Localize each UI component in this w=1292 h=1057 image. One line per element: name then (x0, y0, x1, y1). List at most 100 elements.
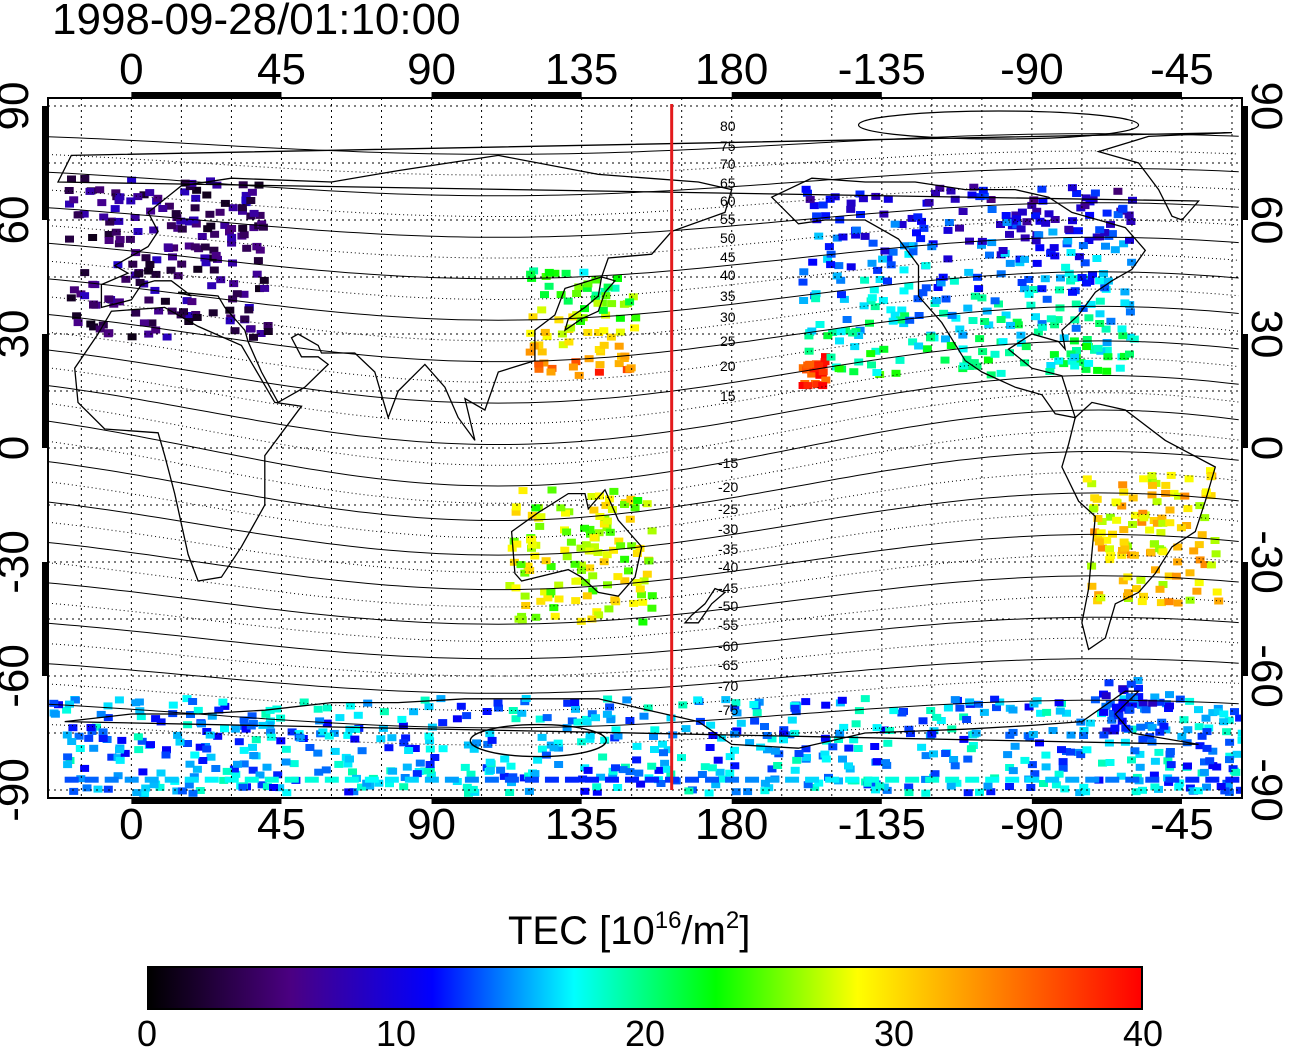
tec-cell (985, 776, 1000, 783)
frame-tick-bar (731, 92, 882, 98)
tec-cell (535, 522, 545, 530)
tec-cell (1070, 274, 1080, 282)
tec-cell (1175, 695, 1185, 703)
tec-cell (1090, 528, 1100, 536)
tec-cell (1135, 750, 1145, 758)
tec-cell (1199, 768, 1209, 776)
tec-cell (1175, 779, 1185, 787)
tec-cell (238, 224, 248, 232)
tec-cell (1192, 587, 1202, 595)
tec-cell (350, 735, 360, 743)
tec-cell (1028, 730, 1038, 738)
tec-cell (97, 199, 107, 207)
tec-cell (202, 191, 212, 199)
tec-cell (570, 560, 580, 568)
tec-cell (801, 185, 811, 193)
tec-cell (230, 327, 240, 335)
tec-cell (255, 771, 265, 779)
tec-cell (1201, 488, 1211, 496)
tec-cell (1194, 579, 1204, 587)
contour-line (48, 637, 1239, 677)
tec-cell (485, 758, 495, 766)
tec-cell (1033, 328, 1043, 336)
tec-cell (1071, 300, 1081, 308)
tec-cell (131, 309, 141, 317)
tec-cell (1058, 764, 1068, 772)
tec-cell (614, 537, 624, 545)
tec-cell (241, 191, 251, 199)
tec-cell (542, 333, 552, 340)
tec-cell (912, 229, 921, 237)
frame-tick-bar (131, 92, 282, 98)
tec-cell (218, 698, 228, 706)
tec-cell (620, 577, 630, 585)
tec-cell (622, 696, 632, 704)
tec-cell (412, 770, 422, 778)
tec-cell (1101, 242, 1110, 250)
tec-cell (1005, 783, 1014, 790)
tec-cell (1126, 680, 1136, 688)
tec-cell (1094, 538, 1104, 546)
tec-cell (114, 197, 124, 205)
tec-cell (294, 730, 304, 738)
tec-cell (362, 779, 372, 787)
tec-cell (1194, 723, 1204, 731)
tec-cell (529, 342, 539, 350)
tec-cell (1118, 577, 1128, 585)
tec-cell (681, 725, 691, 733)
tec-cell (1008, 767, 1018, 775)
tec-cell (905, 242, 915, 250)
tec-cell (482, 708, 492, 715)
tec-cell (88, 280, 98, 288)
tec-cell (424, 732, 434, 740)
tec-cell (1156, 599, 1166, 607)
tec-cell (1116, 772, 1126, 780)
tec-cell (638, 618, 648, 626)
tec-cell (615, 328, 625, 336)
tec-cell (511, 715, 521, 723)
tec-cell (998, 247, 1008, 254)
tec-cell (849, 368, 859, 376)
tec-cell (111, 228, 121, 236)
tec-cell (577, 566, 586, 574)
tec-cell (540, 588, 550, 596)
tec-cell (921, 789, 931, 797)
tec-cell (1235, 714, 1242, 722)
tec-cell (574, 371, 584, 379)
tec-cell (908, 338, 918, 346)
tec-cell (625, 717, 635, 724)
frame-tick-bar (42, 562, 48, 676)
tec-cell (805, 195, 815, 203)
longitude-tick-bottom: 90 (407, 800, 457, 849)
tec-cell (918, 717, 928, 725)
tec-cell (803, 382, 813, 390)
tec-cell (540, 291, 549, 299)
tec-cell (269, 784, 278, 791)
tec-cell (127, 333, 137, 341)
tec-cell (1029, 286, 1039, 293)
tec-cell (241, 199, 251, 207)
tec-cell (978, 186, 988, 194)
tec-cell (487, 736, 497, 744)
tec-cell (162, 333, 172, 341)
tec-cell (802, 753, 811, 761)
coastline-japan (563, 276, 617, 332)
tec-cell (1041, 219, 1051, 227)
tec-cell (955, 224, 964, 232)
tec-cell (801, 698, 811, 706)
tec-cell (943, 255, 953, 263)
tec-cell (534, 360, 544, 368)
tec-cell (1164, 598, 1174, 606)
tec-cell (609, 546, 618, 554)
tec-cell (582, 718, 592, 726)
tec-cell (89, 323, 99, 331)
tec-cell (110, 205, 120, 213)
tec-cell (1008, 706, 1018, 714)
tec-cell (969, 183, 979, 191)
contour-line (48, 513, 1239, 573)
tec-cell (649, 733, 658, 740)
tec-cell (1206, 492, 1216, 500)
tec-cell (1150, 693, 1160, 701)
tec-cell (1021, 343, 1031, 351)
tec-cell (248, 743, 257, 751)
